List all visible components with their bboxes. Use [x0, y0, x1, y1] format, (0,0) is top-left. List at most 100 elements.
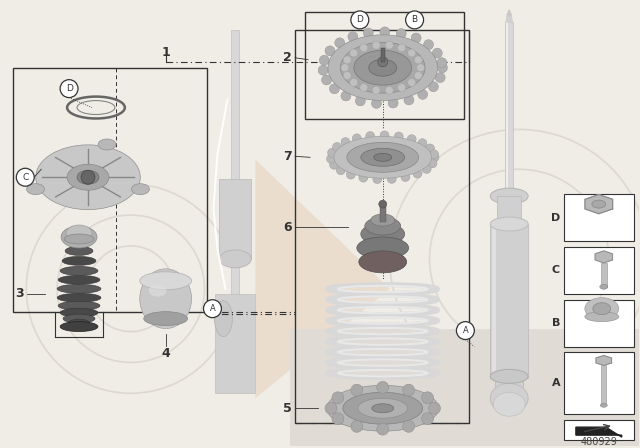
Ellipse shape	[361, 223, 404, 245]
Ellipse shape	[372, 404, 394, 413]
Text: A: A	[463, 326, 468, 335]
Ellipse shape	[328, 35, 438, 100]
Circle shape	[428, 159, 437, 168]
Bar	[601, 263, 607, 287]
Ellipse shape	[140, 272, 191, 290]
Circle shape	[422, 164, 431, 173]
Circle shape	[379, 200, 387, 208]
Bar	[216, 294, 255, 393]
Bar	[564, 300, 634, 346]
Text: 1: 1	[161, 46, 170, 59]
Circle shape	[430, 153, 439, 162]
Circle shape	[401, 172, 410, 181]
Bar	[497, 196, 521, 226]
Circle shape	[418, 89, 428, 99]
Bar	[602, 366, 606, 405]
Bar	[505, 22, 513, 196]
Circle shape	[377, 423, 388, 435]
Circle shape	[429, 402, 440, 414]
Circle shape	[397, 84, 406, 91]
Circle shape	[351, 420, 363, 432]
Circle shape	[326, 155, 335, 164]
Circle shape	[332, 413, 344, 425]
Text: 7: 7	[283, 150, 291, 163]
Bar	[564, 420, 634, 440]
Ellipse shape	[327, 385, 438, 431]
Circle shape	[360, 84, 368, 91]
Circle shape	[388, 98, 398, 108]
Bar	[220, 179, 252, 259]
Circle shape	[435, 73, 445, 82]
Ellipse shape	[361, 148, 404, 166]
Circle shape	[341, 64, 349, 72]
Circle shape	[372, 86, 380, 94]
Circle shape	[341, 138, 350, 146]
Polygon shape	[596, 356, 612, 366]
Ellipse shape	[77, 170, 99, 184]
Circle shape	[355, 96, 365, 106]
Text: A: A	[552, 379, 560, 388]
Bar	[380, 204, 386, 222]
Ellipse shape	[61, 226, 97, 248]
Circle shape	[417, 64, 424, 72]
Ellipse shape	[67, 164, 109, 190]
Circle shape	[408, 49, 416, 57]
Bar	[232, 30, 239, 309]
Circle shape	[413, 169, 422, 178]
Circle shape	[394, 132, 403, 141]
Polygon shape	[507, 10, 511, 15]
Circle shape	[350, 49, 358, 57]
Circle shape	[404, 95, 414, 105]
Ellipse shape	[343, 392, 422, 424]
Text: B: B	[412, 15, 418, 24]
Circle shape	[319, 55, 329, 65]
Circle shape	[343, 72, 351, 80]
Ellipse shape	[490, 217, 528, 231]
Ellipse shape	[144, 312, 188, 326]
Circle shape	[433, 48, 442, 58]
Circle shape	[408, 78, 416, 86]
Bar	[564, 247, 634, 294]
Ellipse shape	[62, 256, 96, 265]
Polygon shape	[506, 15, 512, 22]
Ellipse shape	[585, 298, 619, 319]
Circle shape	[335, 38, 345, 48]
Circle shape	[318, 65, 328, 75]
Circle shape	[322, 75, 332, 85]
Text: A: A	[209, 304, 215, 313]
Circle shape	[350, 78, 358, 86]
Text: B: B	[552, 318, 560, 328]
Ellipse shape	[57, 284, 101, 293]
Circle shape	[406, 11, 424, 29]
Ellipse shape	[347, 142, 419, 172]
Polygon shape	[585, 194, 612, 214]
Circle shape	[403, 384, 415, 396]
Ellipse shape	[371, 214, 395, 226]
Circle shape	[424, 40, 433, 50]
Circle shape	[346, 170, 355, 179]
Circle shape	[387, 174, 396, 183]
Text: C: C	[22, 173, 28, 182]
Ellipse shape	[66, 225, 92, 241]
Circle shape	[378, 57, 388, 67]
Circle shape	[380, 131, 389, 140]
Text: C: C	[552, 265, 560, 276]
Ellipse shape	[220, 250, 252, 268]
Circle shape	[411, 33, 421, 43]
Ellipse shape	[600, 284, 608, 289]
Circle shape	[360, 44, 368, 52]
Ellipse shape	[369, 59, 397, 76]
Circle shape	[330, 84, 339, 94]
Ellipse shape	[36, 145, 140, 210]
Ellipse shape	[340, 42, 425, 93]
Text: 3: 3	[15, 287, 24, 300]
Circle shape	[385, 86, 394, 94]
Circle shape	[341, 91, 351, 101]
Ellipse shape	[68, 319, 90, 328]
Circle shape	[333, 142, 342, 151]
Circle shape	[325, 402, 337, 414]
Ellipse shape	[148, 285, 166, 297]
Bar	[13, 68, 207, 312]
Circle shape	[414, 72, 422, 80]
Bar	[564, 353, 634, 414]
